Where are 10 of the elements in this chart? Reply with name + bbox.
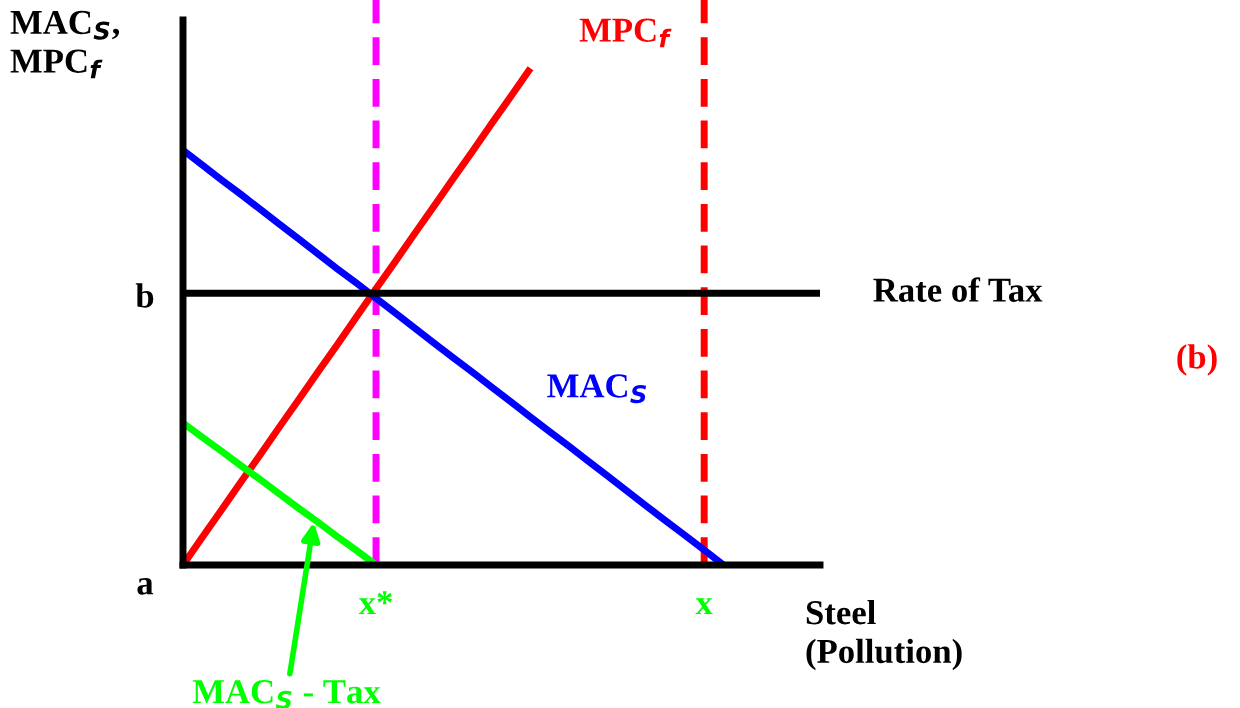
x-tick-label: x* <box>358 591 392 615</box>
x-axis-title: Steel (Pollution) <box>806 600 962 671</box>
x-tick-label: x <box>695 598 713 615</box>
text: (b) <box>1177 344 1217 376</box>
text: b <box>135 283 154 308</box>
text: a <box>137 578 154 595</box>
series-label: MAC$_{S}$ <box>547 374 647 404</box>
y-axis-title: MAC$_{S}$, MPC$_{f}$ <box>10 10 120 79</box>
series-label: Rate of Tax <box>873 277 1043 302</box>
series-label: MPC$_{f}$ <box>579 18 672 48</box>
